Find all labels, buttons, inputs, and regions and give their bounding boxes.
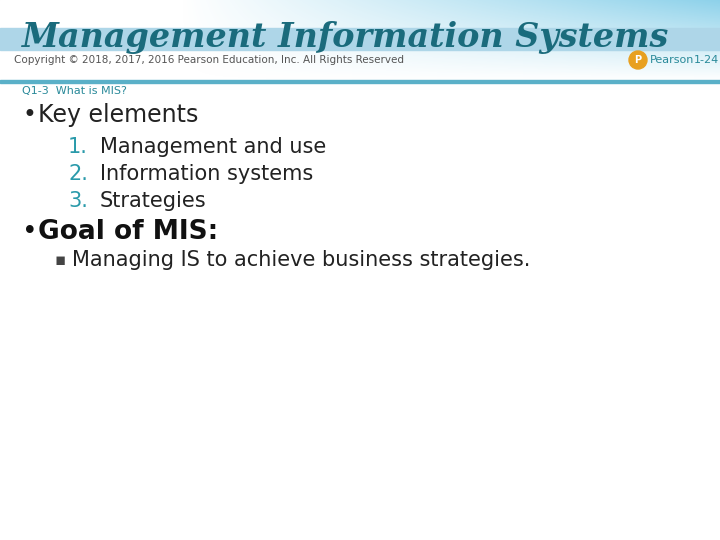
Text: Key elements: Key elements: [38, 103, 199, 127]
Text: Copyright © 2018, 2017, 2016 Pearson Education, Inc. All Rights Reserved: Copyright © 2018, 2017, 2016 Pearson Edu…: [14, 55, 404, 65]
Text: Management Information Systems: Management Information Systems: [22, 22, 670, 55]
Text: Management and use: Management and use: [100, 137, 326, 157]
Text: •: •: [22, 219, 37, 245]
Text: Goal of MIS:: Goal of MIS:: [38, 219, 218, 245]
Text: Pearson: Pearson: [650, 55, 694, 65]
Bar: [0, 0, 720, 80]
Text: 1-24: 1-24: [694, 55, 719, 65]
Text: Managing IS to achieve business strategies.: Managing IS to achieve business strategi…: [72, 250, 531, 270]
Text: Q1-3  What is MIS?: Q1-3 What is MIS?: [22, 86, 127, 96]
Bar: [0, 0, 720, 80]
Text: 3.: 3.: [68, 191, 88, 211]
Circle shape: [629, 51, 647, 69]
Text: 2.: 2.: [68, 164, 88, 184]
Bar: [0, 28, 720, 50]
Text: Information systems: Information systems: [100, 164, 313, 184]
Text: ▪: ▪: [55, 251, 66, 269]
Text: 1.: 1.: [68, 137, 88, 157]
Text: Strategies: Strategies: [100, 191, 207, 211]
Bar: [0, 80, 720, 83]
Text: •: •: [22, 103, 36, 127]
Text: P: P: [634, 55, 642, 65]
